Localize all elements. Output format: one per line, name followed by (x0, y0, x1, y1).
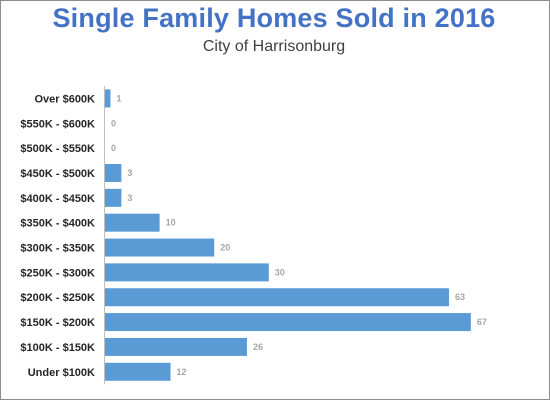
category-label: $450K - $500K (20, 168, 95, 180)
chart-marks: Over $600K 1 $550K - $600K 0 $500K - $550K 0 $… (20, 89, 487, 381)
data-label: 30 (275, 267, 285, 277)
data-label: 12 (177, 367, 187, 377)
category-label: $150K - $200K (20, 317, 95, 329)
bar (105, 288, 449, 307)
category-label: Over $600K (34, 93, 95, 105)
bar (105, 213, 160, 232)
bar (105, 362, 171, 381)
category-label: $550K - $600K (20, 118, 95, 130)
category-label: $300K - $350K (20, 243, 95, 255)
data-label: 26 (253, 342, 263, 352)
category-label: $200K - $250K (20, 292, 95, 304)
category-label: $400K - $450K (20, 193, 95, 205)
data-label: 20 (220, 243, 230, 253)
data-label: 67 (477, 317, 487, 327)
data-label: 3 (127, 193, 132, 203)
chart-title: Single Family Homes Sold in 2016 (52, 3, 496, 33)
chart-subtitle: City of Harrisonburg (202, 38, 346, 55)
category-label: $250K - $300K (20, 267, 95, 279)
bar (105, 238, 215, 257)
data-label: 0 (111, 143, 116, 153)
category-label: Under $100K (28, 367, 95, 379)
category-label: $100K - $150K (20, 342, 95, 354)
data-label: 63 (455, 292, 465, 302)
bar (105, 89, 111, 108)
bar (105, 188, 122, 207)
data-label: 0 (111, 118, 116, 128)
data-label: 10 (166, 218, 176, 228)
category-label: $500K - $550K (20, 143, 95, 155)
bar (105, 263, 269, 282)
bar (105, 313, 471, 332)
data-label: 1 (116, 93, 121, 103)
bar (105, 163, 122, 182)
category-label: $350K - $400K (20, 218, 95, 230)
data-label: 3 (127, 168, 132, 178)
bar (105, 337, 247, 356)
